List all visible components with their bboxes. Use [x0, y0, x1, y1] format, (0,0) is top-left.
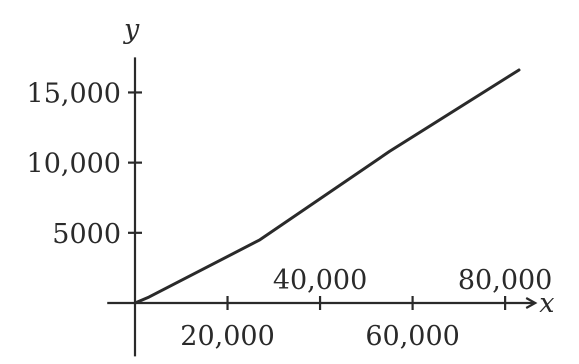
x-ticks: 20,000 40,000 60,000 80,000 [180, 265, 552, 352]
axes: x y [107, 14, 554, 357]
x-tick-label: 20,000 [180, 321, 274, 352]
x-axis-label: x [539, 288, 554, 319]
series-group [133, 68, 521, 305]
y-ticks: 5000 10,000 15,000 [27, 78, 142, 250]
y-tick-label: 15,000 [27, 78, 121, 109]
x-tick-label: 60,000 [365, 321, 459, 352]
x-tick-label: 80,000 [458, 265, 552, 296]
y-tick-label: 10,000 [27, 149, 121, 180]
x-tick-label: 40,000 [273, 265, 367, 296]
y-tick-label: 5000 [52, 219, 121, 250]
series-line [133, 68, 521, 305]
x-axis-arrow [525, 297, 538, 309]
y-axis-label: y [123, 14, 140, 45]
